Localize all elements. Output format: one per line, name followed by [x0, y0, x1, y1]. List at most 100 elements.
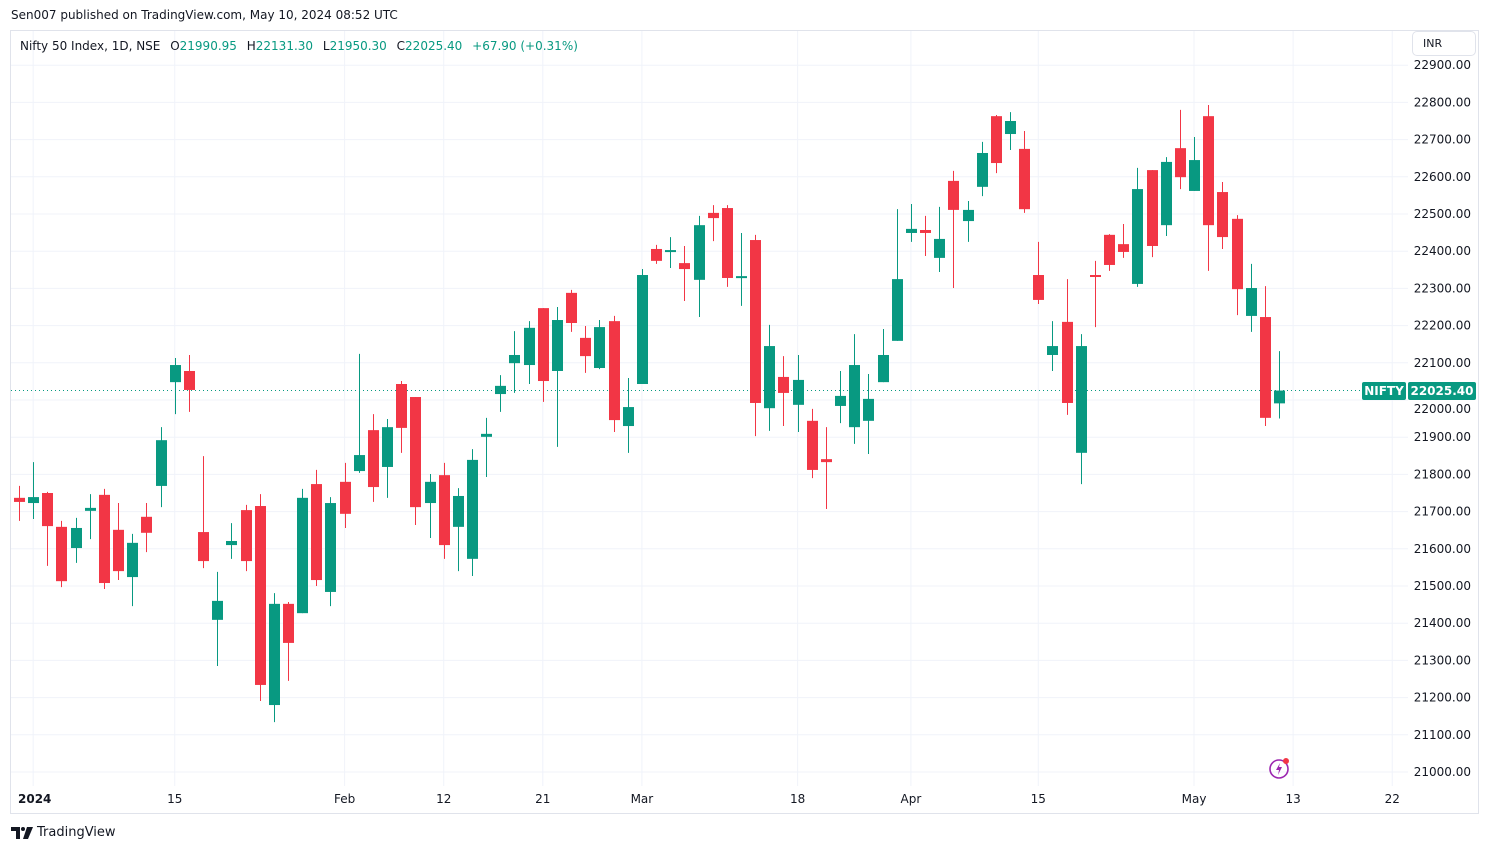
- candle[interactable]: [977, 141, 988, 197]
- candle[interactable]: [778, 356, 789, 427]
- candle[interactable]: [467, 449, 478, 576]
- candle[interactable]: [198, 456, 209, 569]
- candle[interactable]: [1090, 260, 1101, 328]
- candle[interactable]: [948, 170, 959, 289]
- candle[interactable]: [1118, 224, 1129, 258]
- currency-button[interactable]: INR: [1412, 31, 1476, 56]
- candle[interactable]: [807, 408, 818, 479]
- candle[interactable]: [156, 427, 167, 508]
- candle[interactable]: [694, 215, 705, 318]
- alert-lightning-icon[interactable]: [1268, 757, 1290, 779]
- candle[interactable]: [906, 203, 917, 242]
- candle[interactable]: [141, 503, 152, 553]
- candle[interactable]: [382, 418, 393, 498]
- candle[interactable]: [255, 494, 266, 701]
- candle[interactable]: [609, 315, 620, 432]
- candle[interactable]: [509, 331, 520, 393]
- candle[interactable]: [1047, 321, 1058, 371]
- candle[interactable]: [1274, 351, 1285, 419]
- candle[interactable]: [481, 417, 492, 478]
- candle[interactable]: [878, 328, 889, 383]
- candle[interactable]: [368, 414, 379, 502]
- candle[interactable]: [425, 474, 436, 539]
- candle[interactable]: [934, 206, 945, 273]
- candle[interactable]: [1203, 105, 1214, 271]
- candle[interactable]: [524, 321, 535, 385]
- candle[interactable]: [1161, 157, 1172, 236]
- candle[interactable]: [354, 353, 365, 473]
- candle[interactable]: [269, 593, 280, 723]
- candle[interactable]: [325, 497, 336, 607]
- candle[interactable]: [793, 354, 804, 432]
- tradingview-brand[interactable]: TradingView: [11, 825, 116, 840]
- candle[interactable]: [1104, 234, 1115, 271]
- candle[interactable]: [14, 485, 25, 521]
- candle[interactable]: [1189, 136, 1200, 191]
- candle[interactable]: [396, 381, 407, 453]
- candle[interactable]: [1033, 241, 1044, 305]
- candle-body: [113, 529, 124, 572]
- candle[interactable]: [170, 357, 181, 415]
- candle[interactable]: [56, 520, 67, 588]
- candle[interactable]: [750, 234, 761, 437]
- candle[interactable]: [283, 601, 294, 681]
- candle[interactable]: [453, 488, 464, 572]
- candle[interactable]: [85, 494, 96, 540]
- candle[interactable]: [637, 269, 648, 385]
- candle[interactable]: [1005, 112, 1016, 151]
- candle[interactable]: [410, 397, 421, 525]
- candle[interactable]: [495, 375, 506, 412]
- high-value: 22131.30: [255, 39, 314, 53]
- candle[interactable]: [594, 320, 605, 370]
- candle[interactable]: [28, 462, 39, 520]
- candle[interactable]: [538, 308, 549, 402]
- candle[interactable]: [920, 215, 931, 257]
- candle[interactable]: [991, 115, 1002, 174]
- candle[interactable]: [99, 488, 110, 589]
- candle[interactable]: [1019, 131, 1030, 213]
- candle[interactable]: [623, 378, 634, 453]
- candle[interactable]: [113, 503, 124, 581]
- candle[interactable]: [835, 370, 846, 424]
- candle[interactable]: [297, 488, 308, 614]
- candle[interactable]: [439, 462, 450, 559]
- candle[interactable]: [863, 373, 874, 454]
- candle[interactable]: [736, 232, 747, 306]
- candle-body: [1203, 116, 1214, 226]
- candle[interactable]: [311, 469, 322, 586]
- candle[interactable]: [184, 354, 195, 412]
- candle[interactable]: [849, 334, 860, 444]
- candle[interactable]: [566, 289, 577, 332]
- chart-frame: [10, 30, 1479, 814]
- candle[interactable]: [708, 205, 719, 242]
- candle[interactable]: [226, 523, 237, 559]
- candle[interactable]: [340, 462, 351, 528]
- candle[interactable]: [764, 324, 775, 431]
- candle[interactable]: [963, 200, 974, 242]
- candle[interactable]: [1076, 334, 1087, 485]
- candle[interactable]: [821, 427, 832, 509]
- candle[interactable]: [679, 245, 690, 302]
- candle[interactable]: [1175, 109, 1186, 190]
- candle[interactable]: [241, 504, 252, 572]
- candle[interactable]: [42, 491, 53, 566]
- candle[interactable]: [71, 517, 82, 563]
- candle[interactable]: [1147, 170, 1158, 258]
- candle-body: [637, 275, 648, 385]
- candle[interactable]: [1217, 182, 1228, 249]
- candle[interactable]: [892, 209, 903, 341]
- symbol-info[interactable]: Nifty 50 Index, 1D, NSE: [20, 39, 161, 53]
- candle[interactable]: [580, 325, 591, 373]
- candle[interactable]: [1246, 263, 1257, 332]
- candle[interactable]: [665, 237, 676, 268]
- candle[interactable]: [651, 244, 662, 264]
- candle[interactable]: [127, 533, 138, 607]
- candle[interactable]: [1260, 286, 1271, 427]
- candle[interactable]: [1232, 215, 1243, 316]
- candle[interactable]: [722, 205, 733, 287]
- candle[interactable]: [1132, 167, 1143, 287]
- candle[interactable]: [212, 571, 223, 666]
- candle[interactable]: [552, 307, 563, 447]
- candle[interactable]: [1062, 279, 1073, 415]
